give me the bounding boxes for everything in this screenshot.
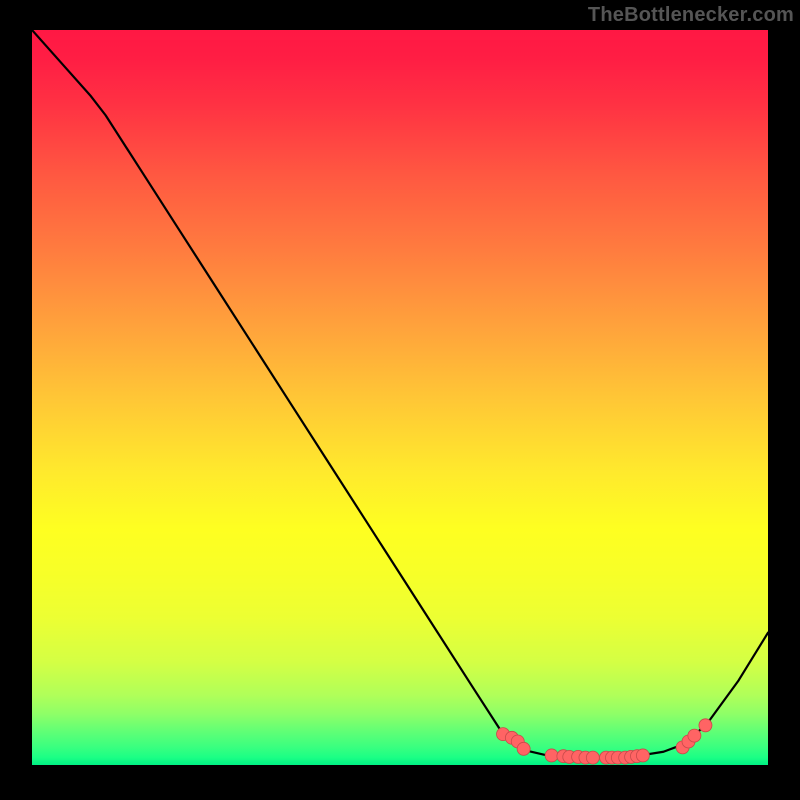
attribution-text: TheBottlenecker.com — [588, 4, 794, 27]
data-point — [517, 742, 530, 755]
data-point — [586, 751, 599, 764]
data-point — [636, 749, 649, 762]
data-point — [545, 749, 558, 762]
data-point — [688, 729, 701, 742]
bottleneck-chart — [32, 30, 768, 765]
data-point — [699, 719, 712, 732]
chart-background — [32, 30, 768, 765]
